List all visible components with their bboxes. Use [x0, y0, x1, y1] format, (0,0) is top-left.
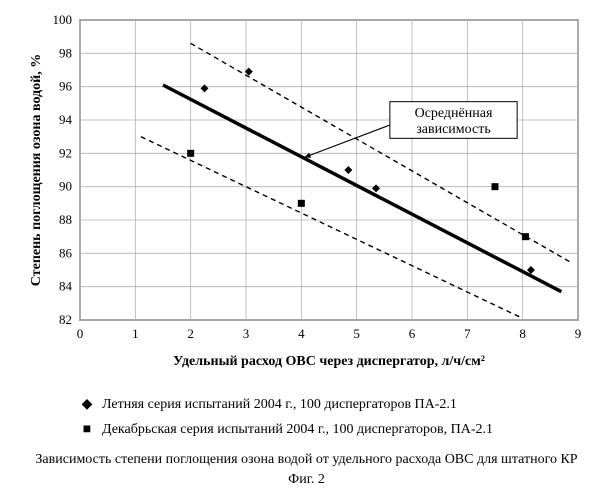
legend-label: Декабрьская серия испытаний 2004 г., 100… [102, 417, 493, 442]
svg-text:88: 88 [59, 212, 72, 227]
svg-text:зависимость: зависимость [416, 122, 490, 137]
svg-text:94: 94 [59, 112, 73, 127]
legend-label: Летняя серия испытаний 2004 г., 100 дисп… [102, 392, 457, 417]
svg-text:4: 4 [298, 326, 305, 341]
svg-text:Степень поглощения озона водой: Степень поглощения озона водой, % [29, 54, 44, 286]
chart: 0 1 2 3 4 5 6 7 8 9 82 84 86 88 90 92 94 96 98 100 Удельный … [20, 10, 593, 380]
diamond-icon: ◆ [80, 392, 94, 417]
legend-item: ■ Декабрьская серия испытаний 2004 г., 1… [80, 417, 493, 442]
caption-line-2: Фиг. 2 [0, 470, 613, 490]
chart-svg: 0 1 2 3 4 5 6 7 8 9 82 84 86 88 90 92 94 96 98 100 Удельный … [20, 10, 593, 380]
svg-text:96: 96 [59, 79, 73, 94]
caption-line-1: Зависимость степени поглощения озона вод… [0, 450, 613, 470]
svg-text:Осреднённая: Осреднённая [415, 106, 493, 121]
svg-text:86: 86 [59, 245, 73, 260]
svg-text:100: 100 [53, 12, 73, 27]
page: 0 1 2 3 4 5 6 7 8 9 82 84 86 88 90 92 94 96 98 100 Удельный … [0, 0, 613, 500]
svg-text:5: 5 [353, 326, 360, 341]
svg-text:1: 1 [132, 326, 139, 341]
svg-text:3: 3 [243, 326, 250, 341]
svg-text:2: 2 [187, 326, 194, 341]
svg-text:92: 92 [59, 145, 72, 160]
svg-text:98: 98 [59, 45, 72, 60]
legend-item: ◆ Летняя серия испытаний 2004 г., 100 ди… [80, 392, 493, 417]
svg-text:90: 90 [59, 179, 72, 194]
svg-text:Удельный расход ОВС через дисп: Удельный расход ОВС через диспергатор, л… [173, 354, 485, 369]
svg-text:82: 82 [59, 312, 72, 327]
legend: ◆ Летняя серия испытаний 2004 г., 100 ди… [80, 392, 493, 442]
svg-text:0: 0 [77, 326, 84, 341]
svg-text:7: 7 [464, 326, 471, 341]
svg-text:84: 84 [59, 279, 73, 294]
svg-text:9: 9 [575, 326, 582, 341]
svg-text:8: 8 [519, 326, 526, 341]
caption: Зависимость степени поглощения озона вод… [0, 450, 613, 489]
svg-text:6: 6 [409, 326, 416, 341]
square-icon: ■ [80, 417, 94, 442]
